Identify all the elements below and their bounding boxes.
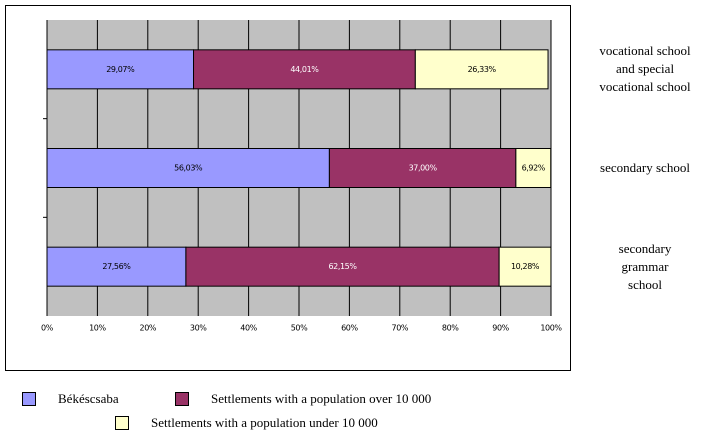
value-label: 29,07% (106, 65, 135, 74)
x-tick-label: 60% (341, 324, 358, 333)
legend-label: Settlements with a population under 10 0… (151, 415, 378, 430)
value-label: 56,03% (174, 164, 203, 173)
legend-item: Settlements with a population over 10 00… (175, 391, 431, 407)
bar-segment (46, 246, 187, 287)
x-tick-label: 100% (540, 324, 562, 333)
bar-segment (498, 246, 552, 287)
x-tick-label: 80% (442, 324, 459, 333)
x-tick-label: 50% (291, 324, 308, 333)
chart-frame (5, 5, 571, 371)
value-label: 6,92% (522, 164, 546, 173)
category-label: secondary grammar school (618, 240, 672, 292)
bar-segment (515, 148, 552, 188)
category-label: vocational school and special vocational… (599, 43, 691, 95)
value-label: 37,00% (409, 164, 438, 173)
category-label: secondary school (600, 160, 690, 175)
bar-segment (185, 246, 500, 287)
x-tick-label: 40% (240, 324, 257, 333)
value-label: 26,33% (468, 65, 497, 74)
value-label: 27,56% (102, 262, 131, 271)
legend-swatch (22, 392, 36, 406)
value-label: 10,28% (511, 262, 540, 271)
bar-segment (46, 148, 330, 188)
value-label: 44,01% (290, 65, 319, 74)
legend-swatch (175, 392, 189, 406)
legend-item: Békéscsaba (22, 391, 119, 407)
legend-item: Settlements with a population under 10 0… (115, 415, 378, 431)
bar-segment (193, 49, 416, 90)
legend-label: Békéscsaba (58, 391, 119, 406)
bar-segment (328, 148, 517, 188)
bar-segment (414, 49, 549, 90)
x-tick-label: 0% (41, 324, 54, 333)
x-tick-label: 70% (392, 324, 409, 333)
value-label: 62,15% (328, 262, 357, 271)
legend-swatch (115, 416, 129, 430)
bar-segment (46, 49, 195, 90)
x-tick-label: 10% (89, 324, 106, 333)
x-tick-label: 90% (492, 324, 509, 333)
x-tick-label: 20% (140, 324, 157, 333)
legend-label: Settlements with a population over 10 00… (211, 391, 432, 406)
x-tick-label: 30% (190, 324, 207, 333)
